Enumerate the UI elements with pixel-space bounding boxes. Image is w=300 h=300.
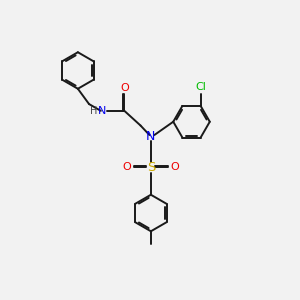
Text: N: N <box>98 106 106 116</box>
Text: S: S <box>147 161 155 174</box>
Text: N: N <box>146 130 156 143</box>
Text: O: O <box>120 83 129 94</box>
Text: O: O <box>171 162 179 172</box>
Text: Cl: Cl <box>195 82 206 92</box>
Text: O: O <box>122 162 131 172</box>
Text: H: H <box>90 106 98 116</box>
